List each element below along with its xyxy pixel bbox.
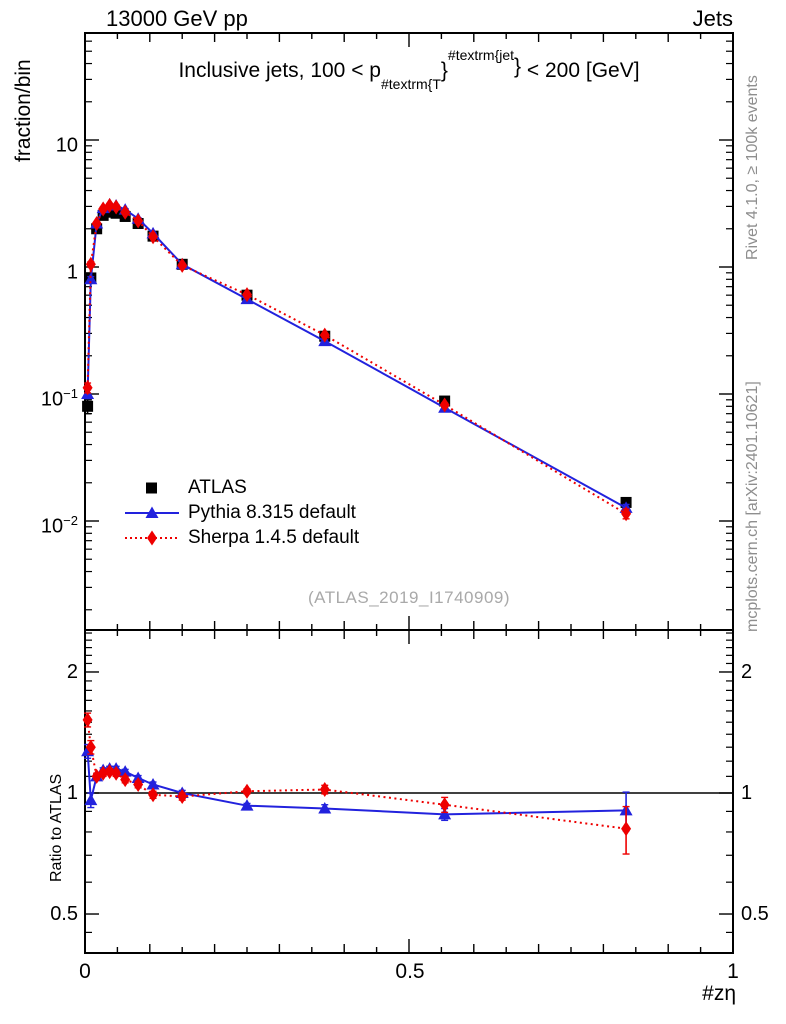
- triangle-marker: [438, 807, 452, 820]
- series-line: [86, 203, 627, 509]
- diamond-marker: [82, 380, 93, 396]
- triangle-marker: [318, 802, 332, 814]
- triangle-line-marker-icon: [125, 506, 179, 518]
- triangle-marker: [84, 272, 98, 285]
- main-ytick-0p1: 10−1: [40, 386, 78, 411]
- plot-title-prefix: Inclusive jets, 100 < p: [178, 59, 381, 82]
- series-line: [86, 751, 627, 816]
- diamond-marker: [621, 821, 632, 837]
- diamond-marker: [111, 199, 122, 215]
- main-ytick-10: 10: [55, 134, 78, 157]
- mcplots-credit-note: mcplots.cern.ch [arXiv:2401.10621]: [744, 381, 761, 632]
- legend-label: Pythia 8.315 default: [188, 501, 356, 523]
- plot-title-suffix: < 200 [GeV]: [521, 59, 640, 82]
- diamond-marker: [439, 397, 450, 413]
- diamond-marker: [98, 765, 109, 781]
- diamond-marker: [104, 197, 115, 213]
- ratio-ytick-0p5-right: 0.5: [741, 903, 769, 925]
- plot-title: Inclusive jets, 100 < p#textrm{T}#textrm…: [85, 47, 733, 92]
- diamond-marker: [133, 776, 144, 792]
- ratio-ytick-2-right: 2: [741, 661, 753, 683]
- legend-item-sherpa: Sherpa 1.4.5 default: [124, 525, 359, 550]
- legend: ATLAS Pythia 8.315 default Sherpa 1.4.5 …: [124, 475, 359, 550]
- ratio-ytick-0p5-left: 0.5: [50, 903, 78, 925]
- diamond-marker: [439, 797, 450, 813]
- plot-title-brace2: }: [514, 55, 522, 78]
- diamond-marker: [120, 204, 131, 220]
- main-ytick-1: 1: [66, 261, 78, 284]
- diamond-marker: [242, 287, 252, 303]
- legend-label: ATLAS: [188, 476, 247, 498]
- diamond-marker: [621, 506, 632, 522]
- main-ytick-0p01: 10−2: [40, 513, 78, 538]
- diamond-marker: [148, 229, 159, 245]
- triangle-marker: [240, 799, 254, 811]
- diamond-marker: [91, 216, 102, 232]
- triangle-marker: [84, 793, 98, 806]
- diamond-marker: [177, 789, 188, 805]
- diamond-marker: [85, 739, 96, 755]
- triangle-marker: [146, 777, 160, 790]
- ratio-ytick-2-left: 2: [66, 661, 78, 683]
- beam-energy-label: 13000 GeV pp: [106, 6, 248, 31]
- diamond-marker: [111, 765, 122, 781]
- diamond-marker: [242, 783, 252, 799]
- legend-label: Sherpa 1.4.5 default: [188, 526, 360, 548]
- triangle-marker: [118, 765, 132, 777]
- analysis-group-label: Jets: [692, 6, 733, 31]
- diamond-dotted-line-marker-icon: [125, 530, 179, 545]
- x-axis-title: #zη: [702, 982, 736, 1005]
- diamond-marker: [319, 327, 330, 343]
- rivet-version-note: Rivet 4.1.0, ≥ 100k events: [744, 75, 761, 260]
- diamond-marker: [82, 712, 93, 728]
- xtick-0p5: 0.5: [395, 960, 425, 983]
- diamond-marker: [319, 782, 330, 798]
- plot-title-brace1: }: [440, 59, 448, 82]
- xtick-0: 0: [79, 960, 91, 983]
- plot-title-subscript: #textrm{T: [380, 76, 441, 93]
- diamond-marker: [148, 787, 159, 803]
- diamond-marker: [120, 772, 131, 788]
- square-marker-icon: [146, 482, 157, 493]
- ratio-ytick-1-left: 1: [66, 782, 78, 804]
- analysis-id-watermark: (ATLAS_2019_I1740909): [307, 588, 511, 607]
- diamond-marker: [177, 257, 188, 273]
- diamond-marker: [85, 256, 96, 272]
- legend-item-pythia: Pythia 8.315 default: [124, 500, 359, 525]
- legend-item-atlas: ATLAS: [124, 475, 359, 500]
- xtick-1: 1: [727, 960, 739, 983]
- square-marker: [82, 400, 94, 412]
- diamond-marker: [104, 764, 115, 780]
- ratio-ytick-1-right: 1: [741, 782, 753, 804]
- plot-title-superscript: #textrm{jet: [447, 47, 515, 63]
- diamond-marker: [133, 213, 144, 229]
